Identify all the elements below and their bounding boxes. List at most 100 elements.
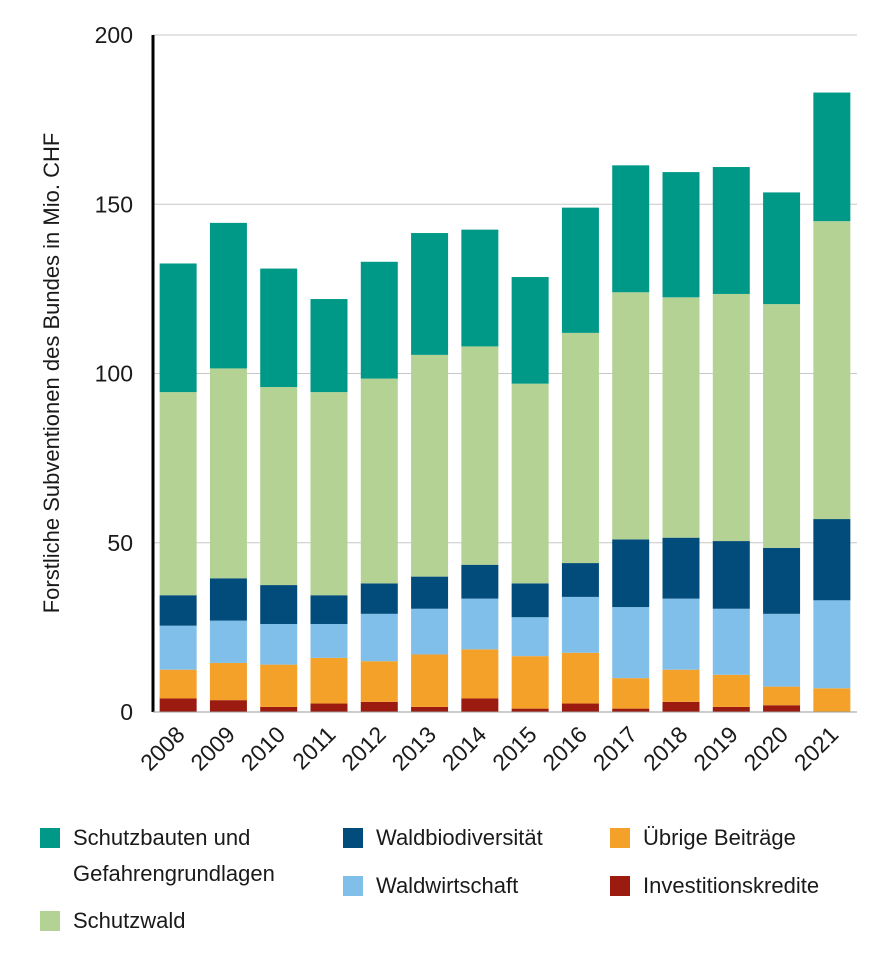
bar-segment bbox=[662, 701, 700, 712]
bar-segment bbox=[662, 669, 700, 702]
x-tick-label: 2011 bbox=[287, 721, 340, 774]
bar-segment bbox=[461, 649, 499, 699]
bar-segment bbox=[511, 617, 549, 657]
legend-label-schutzbauten: Schutzbauten und Gefahrengrundlagen bbox=[73, 825, 275, 886]
bar-segment bbox=[159, 595, 197, 626]
legend-label-waldbiodiversitaet: Waldbiodiversität bbox=[376, 825, 543, 850]
bar-segment bbox=[712, 674, 750, 707]
bar-segment bbox=[511, 277, 549, 384]
x-tick-label: 2012 bbox=[336, 721, 391, 776]
bar-segment bbox=[310, 595, 348, 624]
bar-segment bbox=[712, 167, 750, 294]
y-tick-label: 200 bbox=[95, 22, 133, 48]
legend-swatch-waldbiodiversitaet bbox=[343, 828, 363, 848]
bar-segment bbox=[612, 165, 650, 293]
x-tick-label: 2019 bbox=[688, 721, 743, 776]
bar-segment bbox=[511, 383, 549, 584]
bar-segment bbox=[461, 564, 499, 599]
bar-segment bbox=[310, 623, 348, 658]
x-tick-label: 2013 bbox=[387, 721, 442, 776]
bar-segment bbox=[763, 705, 801, 712]
legend-item-investitionskredite: Investitionskredite bbox=[610, 868, 819, 904]
legend-item-uebrige-beitraege: Übrige Beiträge bbox=[610, 820, 796, 856]
bar-segment bbox=[209, 662, 247, 701]
bar-segment bbox=[712, 293, 750, 542]
bar-segment bbox=[612, 607, 650, 679]
bar-segment bbox=[310, 392, 348, 596]
bar-segment bbox=[662, 537, 700, 599]
bar-segment bbox=[763, 192, 801, 305]
bar-segment bbox=[209, 222, 247, 369]
bar-segment bbox=[511, 708, 549, 712]
bar-segment bbox=[260, 268, 298, 388]
bar-segment bbox=[461, 698, 499, 712]
y-tick-label: 50 bbox=[107, 530, 133, 556]
bar-segment bbox=[411, 233, 449, 355]
bar-segment bbox=[360, 701, 398, 712]
bar-segment bbox=[561, 596, 599, 653]
bar-segment bbox=[411, 354, 449, 577]
legend-swatch-investitionskredite bbox=[610, 876, 630, 896]
bar-segment bbox=[763, 547, 801, 614]
x-tick-label: 2015 bbox=[487, 721, 542, 776]
x-tick-label: 2010 bbox=[236, 721, 291, 776]
bar-segment bbox=[461, 346, 499, 565]
bar-segment bbox=[360, 378, 398, 584]
bar-segment bbox=[662, 598, 700, 670]
bar-segment bbox=[360, 613, 398, 662]
bar-segment bbox=[159, 392, 197, 596]
bar-segment bbox=[159, 669, 197, 699]
bar-segment bbox=[612, 678, 650, 709]
x-tick-label: 2020 bbox=[739, 721, 794, 776]
legend-label-uebrige-beitraege: Übrige Beiträge bbox=[643, 825, 796, 850]
x-tick-label: 2009 bbox=[185, 721, 240, 776]
y-tick-label: 0 bbox=[120, 699, 133, 725]
legend-item-schutzwald: Schutzwald bbox=[40, 903, 186, 939]
bar-segment bbox=[511, 583, 549, 618]
x-tick-label: 2017 bbox=[588, 721, 643, 776]
bar-segment bbox=[763, 686, 801, 706]
legend-swatch-schutzwald bbox=[40, 911, 60, 931]
bar-segment bbox=[712, 706, 750, 712]
legend-swatch-uebrige-beitraege bbox=[610, 828, 630, 848]
bar-segment bbox=[461, 229, 499, 347]
bar-segment bbox=[813, 519, 851, 601]
bar-segment bbox=[411, 576, 449, 609]
y-tick-label: 100 bbox=[95, 361, 133, 387]
legend-swatch-waldwirtschaft bbox=[343, 876, 363, 896]
bar-segment bbox=[511, 656, 549, 709]
bars bbox=[159, 92, 851, 712]
bar-segment bbox=[813, 688, 851, 712]
bar-segment bbox=[310, 657, 348, 704]
legend: Schutzbauten und Gefahrengrundlagen Schu… bbox=[40, 820, 880, 960]
bar-segment bbox=[209, 700, 247, 712]
bar-segment bbox=[662, 172, 700, 298]
bar-segment bbox=[411, 608, 449, 655]
bar-segment bbox=[260, 623, 298, 665]
bar-segment bbox=[260, 585, 298, 624]
bar-segment bbox=[159, 625, 197, 670]
bar-segment bbox=[209, 368, 247, 579]
bar-segment bbox=[561, 207, 599, 333]
legend-item-schutzbauten: Schutzbauten und Gefahrengrundlagen bbox=[40, 820, 275, 892]
x-tick-label: 2021 bbox=[789, 721, 844, 776]
bar-segment bbox=[561, 703, 599, 712]
stacked-bar-chart: 0 50 100 150 200 2008200920102011201220132014… bbox=[39, 22, 857, 776]
bar-segment bbox=[813, 221, 851, 520]
x-tick-label: 2014 bbox=[437, 721, 492, 776]
bar-segment bbox=[360, 661, 398, 702]
bar-segment bbox=[411, 706, 449, 712]
gridlines bbox=[153, 34, 857, 544]
bar-segment bbox=[813, 92, 851, 222]
y-tick-label: 150 bbox=[95, 191, 133, 217]
legend-label-waldwirtschaft: Waldwirtschaft bbox=[376, 873, 519, 898]
bar-segment bbox=[662, 297, 700, 538]
bar-segment bbox=[159, 263, 197, 393]
bar-segment bbox=[561, 652, 599, 704]
y-axis-label: Forstliche Subventionen des Bundes in Mi… bbox=[39, 133, 64, 614]
bar-segment bbox=[763, 613, 801, 687]
bar-segment bbox=[360, 261, 398, 379]
x-tick-label: 2008 bbox=[135, 721, 190, 776]
bar-segment bbox=[209, 620, 247, 663]
bar-segment bbox=[561, 563, 599, 597]
